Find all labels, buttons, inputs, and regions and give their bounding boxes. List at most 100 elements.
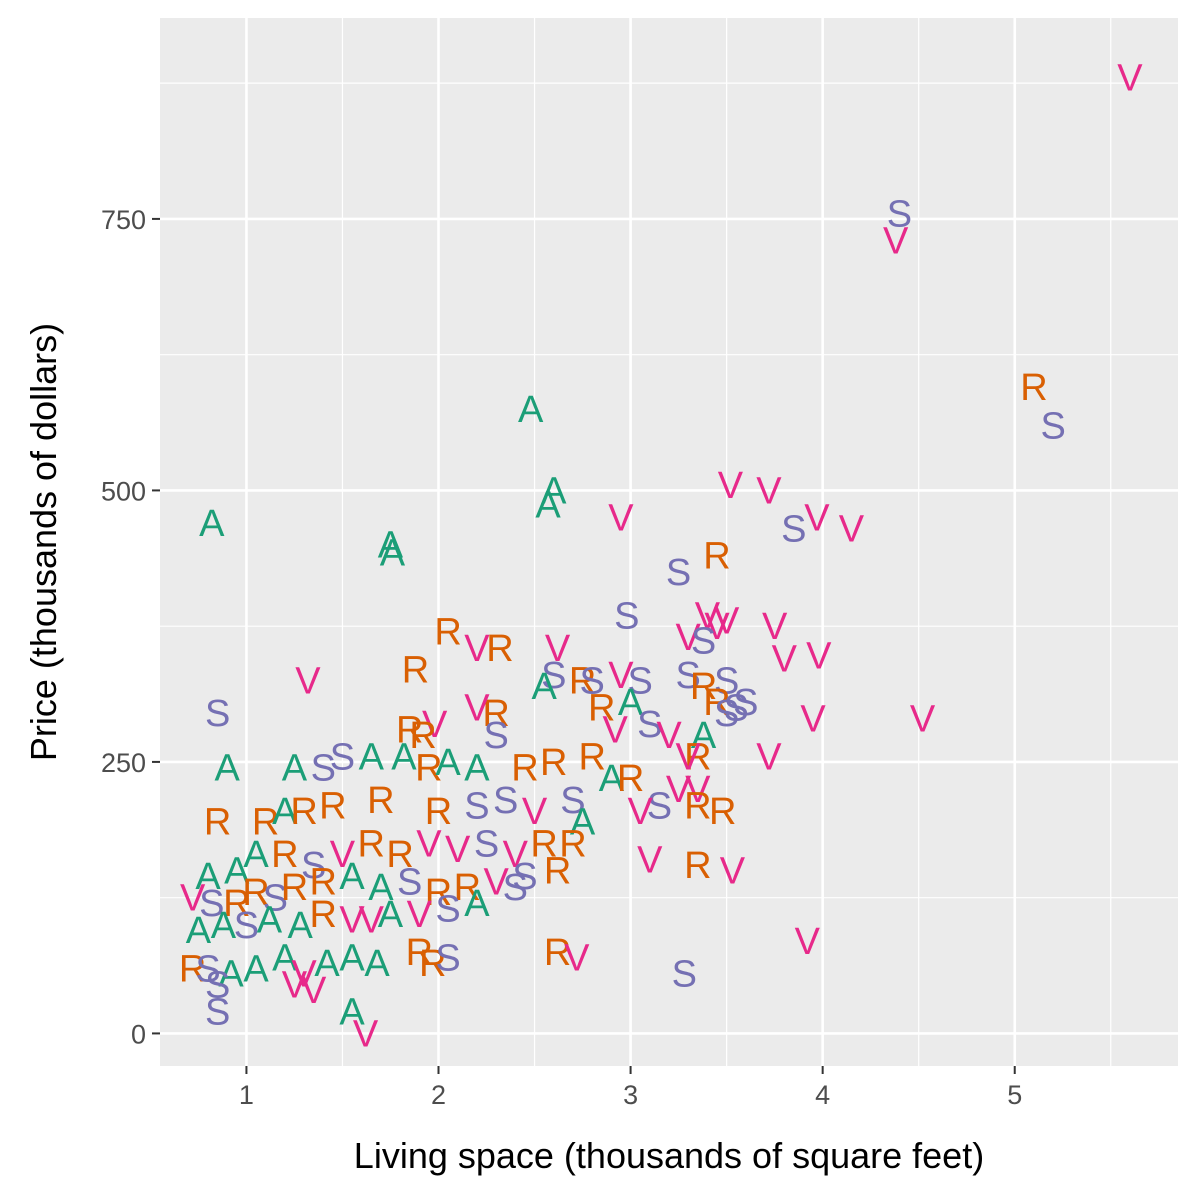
data-point-r: R <box>569 660 596 702</box>
data-point-r: R <box>358 823 385 865</box>
x-tick-label: 2 <box>431 1080 446 1110</box>
data-point-v: V <box>522 791 548 833</box>
data-point-r: R <box>578 736 605 778</box>
data-point-r: R <box>242 872 269 914</box>
data-point-r: R <box>544 932 571 974</box>
data-point-v: V <box>291 954 317 996</box>
data-point-s: S <box>205 992 230 1034</box>
data-point-v: V <box>637 840 663 882</box>
data-point-a: A <box>380 532 406 574</box>
data-point-a: A <box>618 682 644 724</box>
y-axis-ticks: 0 250 500 750 <box>101 205 160 1049</box>
data-point-r: R <box>617 758 644 800</box>
data-point-s: S <box>474 823 499 865</box>
data-point-a: A <box>391 736 417 778</box>
data-point-r: R <box>486 628 513 670</box>
y-tick-label: 250 <box>101 748 146 778</box>
data-point-a: A <box>272 791 298 833</box>
data-point-a: A <box>535 485 561 527</box>
data-point-v: V <box>359 899 385 941</box>
data-point-v: V <box>720 851 746 893</box>
data-point-v: V <box>330 834 356 876</box>
data-point-r: R <box>544 851 571 893</box>
data-point-r: R <box>281 867 308 909</box>
data-point-s: S <box>1040 405 1065 447</box>
data-point-v: V <box>545 628 571 670</box>
data-point-a: A <box>195 856 221 898</box>
data-point-s: S <box>493 780 518 822</box>
data-point-v: V <box>704 606 730 648</box>
data-point-r: R <box>690 666 717 708</box>
data-point-v: V <box>800 698 826 740</box>
data-point-a: A <box>257 899 283 941</box>
data-point-v: V <box>756 470 782 512</box>
data-point-a: A <box>186 910 212 952</box>
x-tick-label: 5 <box>1007 1080 1022 1110</box>
data-point-r: R <box>703 682 730 724</box>
data-point-r: R <box>204 802 231 844</box>
data-point-v: V <box>608 655 634 697</box>
data-point-a: A <box>314 943 340 985</box>
data-point-s: S <box>560 780 585 822</box>
data-point-s: S <box>781 508 806 550</box>
data-point-a: A <box>570 802 596 844</box>
data-point-a: A <box>272 937 298 979</box>
data-point-r: R <box>223 883 250 925</box>
data-point-s: S <box>614 595 639 637</box>
data-point-v: V <box>714 601 740 643</box>
data-point-v: V <box>883 221 909 263</box>
data-point-s: S <box>541 655 566 697</box>
data-point-s: S <box>512 856 537 898</box>
data-point-s: S <box>628 660 653 702</box>
data-point-s: S <box>647 785 672 827</box>
data-point-r: R <box>290 791 317 833</box>
data-point-r: R <box>271 834 298 876</box>
data-point-v: V <box>772 639 798 681</box>
data-point-r: R <box>425 791 452 833</box>
data-point-s: S <box>397 861 422 903</box>
data-point-a: A <box>215 747 241 789</box>
data-point-v: V <box>282 965 308 1007</box>
data-point-v: V <box>910 698 936 740</box>
data-point-v: V <box>695 595 721 637</box>
data-point-v: V <box>795 921 821 963</box>
data-point-r: R <box>402 650 429 692</box>
data-point-s: S <box>637 704 662 746</box>
data-point-v: V <box>685 769 711 811</box>
data-point-s: S <box>724 688 749 730</box>
data-point-r: R <box>386 834 413 876</box>
x-axis-ticks: 1 2 3 4 5 <box>239 1066 1022 1110</box>
data-point-v: V <box>666 769 692 811</box>
data-point-r: R <box>482 693 509 735</box>
data-point-r: R <box>588 688 615 730</box>
data-point-v: V <box>422 704 448 746</box>
y-tick-label: 750 <box>101 205 146 235</box>
data-point-v: V <box>806 635 832 677</box>
data-point-r: R <box>709 791 736 833</box>
data-point-a: A <box>464 883 490 925</box>
data-point-s: S <box>691 620 716 662</box>
data-point-v: V <box>339 899 365 941</box>
data-point-r: R <box>310 894 337 936</box>
data-point-v: V <box>295 660 321 702</box>
data-point-a: A <box>224 851 250 893</box>
data-point-s: S <box>301 845 326 887</box>
data-point-a: A <box>199 503 225 545</box>
data-point-s: S <box>676 655 701 697</box>
data-point-s: S <box>234 905 259 947</box>
y-tick-label: 0 <box>131 1019 146 1049</box>
data-point-r: R <box>310 861 337 903</box>
data-point-r: R <box>684 845 711 887</box>
data-point-v: V <box>483 861 509 903</box>
data-point-s: S <box>714 693 739 735</box>
data-point-v: V <box>839 508 865 550</box>
data-point-a: A <box>339 992 365 1034</box>
data-point-s: S <box>435 937 460 979</box>
x-tick-label: 3 <box>623 1080 638 1110</box>
data-point-a: A <box>243 834 269 876</box>
data-point-v: V <box>603 709 629 751</box>
data-point-s: S <box>483 715 508 757</box>
data-point-v: V <box>756 736 782 778</box>
data-point-r: R <box>409 715 436 757</box>
data-point-v: V <box>416 823 442 865</box>
